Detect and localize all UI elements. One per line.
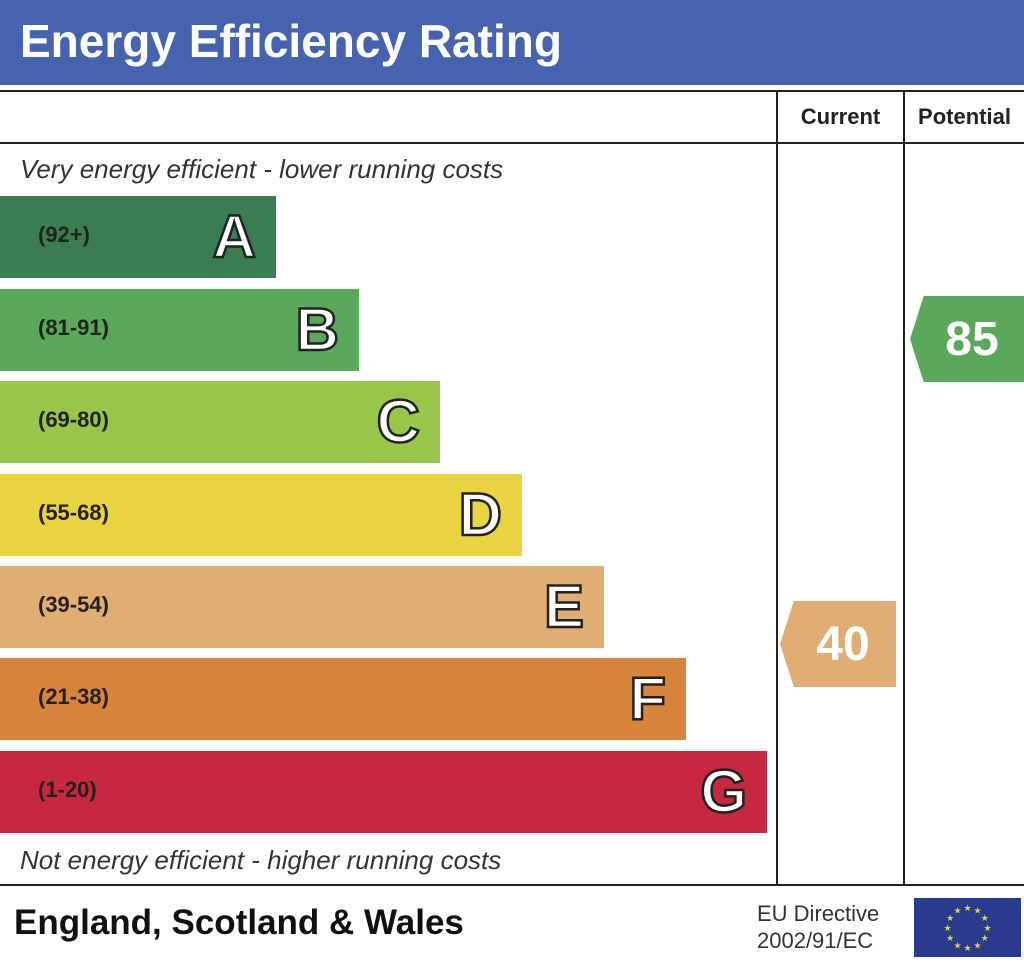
current-rating-value: 40 [816,618,870,671]
potential-rating-value: 85 [945,313,999,366]
band-d: (55-68) D [0,474,522,556]
band-letter: B [294,295,340,365]
directive-line2: 2002/91/EC [757,928,874,953]
star-icon: ★ [943,923,951,933]
band-range: (92+) [38,222,90,247]
band-range: (21-38) [38,684,109,709]
band-range: (1-20) [38,777,97,802]
potential-column-header: Potential [918,104,1011,129]
eu-directive: EU Directive 2002/91/EC [757,900,879,954]
current-rating-arrow: 40 [780,601,896,687]
star-icon: ★ [981,933,989,943]
band-range: (69-80) [38,407,109,432]
band-range: (55-68) [38,500,109,525]
star-icon: ★ [963,903,971,913]
star-icon: ★ [946,933,954,943]
band-range: (81-91) [38,315,109,340]
divider [0,884,1024,886]
bottom-note: Not energy efficient - higher running co… [20,845,502,875]
star-icon: ★ [946,913,954,923]
potential-rating-arrow: 85 [910,296,1024,382]
star-icon: ★ [953,940,961,950]
star-icon: ★ [953,906,961,916]
directive-line1: EU Directive [757,901,880,926]
title-bar: Energy Efficiency Rating [0,0,1024,85]
page-title: Energy Efficiency Rating [20,15,562,67]
band-a: (92+) A [0,196,276,278]
divider [903,90,905,885]
star-icon: ★ [973,940,981,950]
band-b: (81-91) B [0,289,359,371]
region-label: England, Scotland & Wales [14,903,464,942]
band-letter: E [543,572,586,642]
star-icon: ★ [963,943,971,953]
divider [776,90,778,885]
star-icon: ★ [983,923,991,933]
star-icon: ★ [973,906,981,916]
band-range: (39-54) [38,592,109,617]
band-f: (21-38) F [0,658,686,740]
band-letter: F [628,664,667,734]
current-column-header: Current [800,104,881,129]
band-letter: D [457,480,503,550]
band-letter: C [375,387,421,457]
band-e: (39-54) E [0,566,604,648]
band-letter: G [699,757,748,827]
band-c: (69-80) C [0,381,440,463]
star-icon: ★ [981,913,989,923]
band-letter: A [211,202,257,272]
divider [0,142,1024,144]
divider [0,90,1024,92]
eu-flag-icon: ★ ★ ★ ★ ★ ★ ★ ★ ★ ★ ★ ★ [914,898,1021,957]
top-note: Very energy efficient - lower running co… [20,154,504,184]
band-g: (1-20) G [0,751,767,833]
